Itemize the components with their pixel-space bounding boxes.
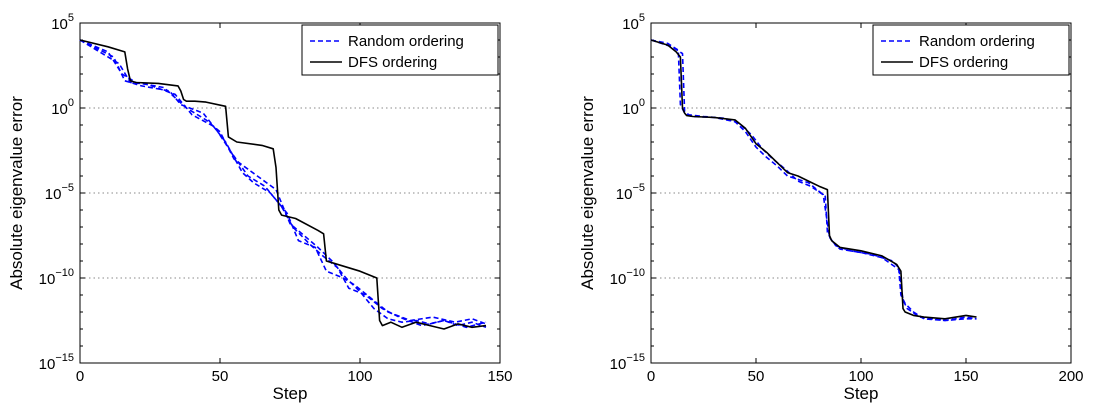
x-tick-label: 0 [647, 368, 655, 385]
y-tick-label: 10−5 [45, 182, 74, 203]
x-tick-label: 100 [347, 368, 372, 385]
x-tick-label: 150 [487, 368, 512, 385]
x-tick-label: 100 [848, 368, 873, 385]
y-tick-label: 10−5 [616, 182, 645, 203]
x-tick-label: 0 [76, 368, 84, 385]
legend-label: DFS ordering [348, 54, 437, 71]
y-tick-label: 10−15 [610, 352, 645, 373]
y-tick-label: 10−15 [39, 352, 74, 373]
y-axis-label: Absolute eigenvalue error [7, 96, 26, 290]
left-chart: 0 50 100 150 10−15 10−10 10−5 100 105 Step Absolut… [7, 12, 513, 403]
x-axis-label: Step [844, 384, 879, 403]
y-tick-label: 10−10 [610, 267, 645, 288]
x-axis-label: Step [273, 384, 308, 403]
legend-box [301, 24, 499, 76]
y-tick-label: 105 [622, 12, 645, 33]
series-line [79, 39, 487, 325]
y-tick-label: 105 [51, 12, 74, 33]
series-line [79, 39, 487, 329]
legend-label: DFS ordering [919, 54, 1008, 71]
y-tick-label: 10−10 [39, 267, 74, 288]
series-line [79, 39, 487, 329]
y-tick-label: 100 [51, 97, 74, 118]
series-line [79, 39, 487, 330]
x-tick-label: 150 [953, 368, 978, 385]
right-chart: 0 50 100 150 200 10−15 10−10 10−5 100 105 Step Abso… [578, 12, 1084, 403]
y-tick-label: 100 [622, 97, 645, 118]
y-axis-label: Absolute eigenvalue error [578, 96, 597, 290]
legend-box [872, 24, 1070, 76]
x-tick-label: 50 [748, 368, 765, 385]
x-tick-label: 200 [1058, 368, 1083, 385]
x-tick-label: 50 [212, 368, 229, 385]
legend-label: Random ordering [348, 33, 464, 50]
legend-label: Random ordering [919, 33, 1035, 50]
series-line [650, 39, 977, 320]
